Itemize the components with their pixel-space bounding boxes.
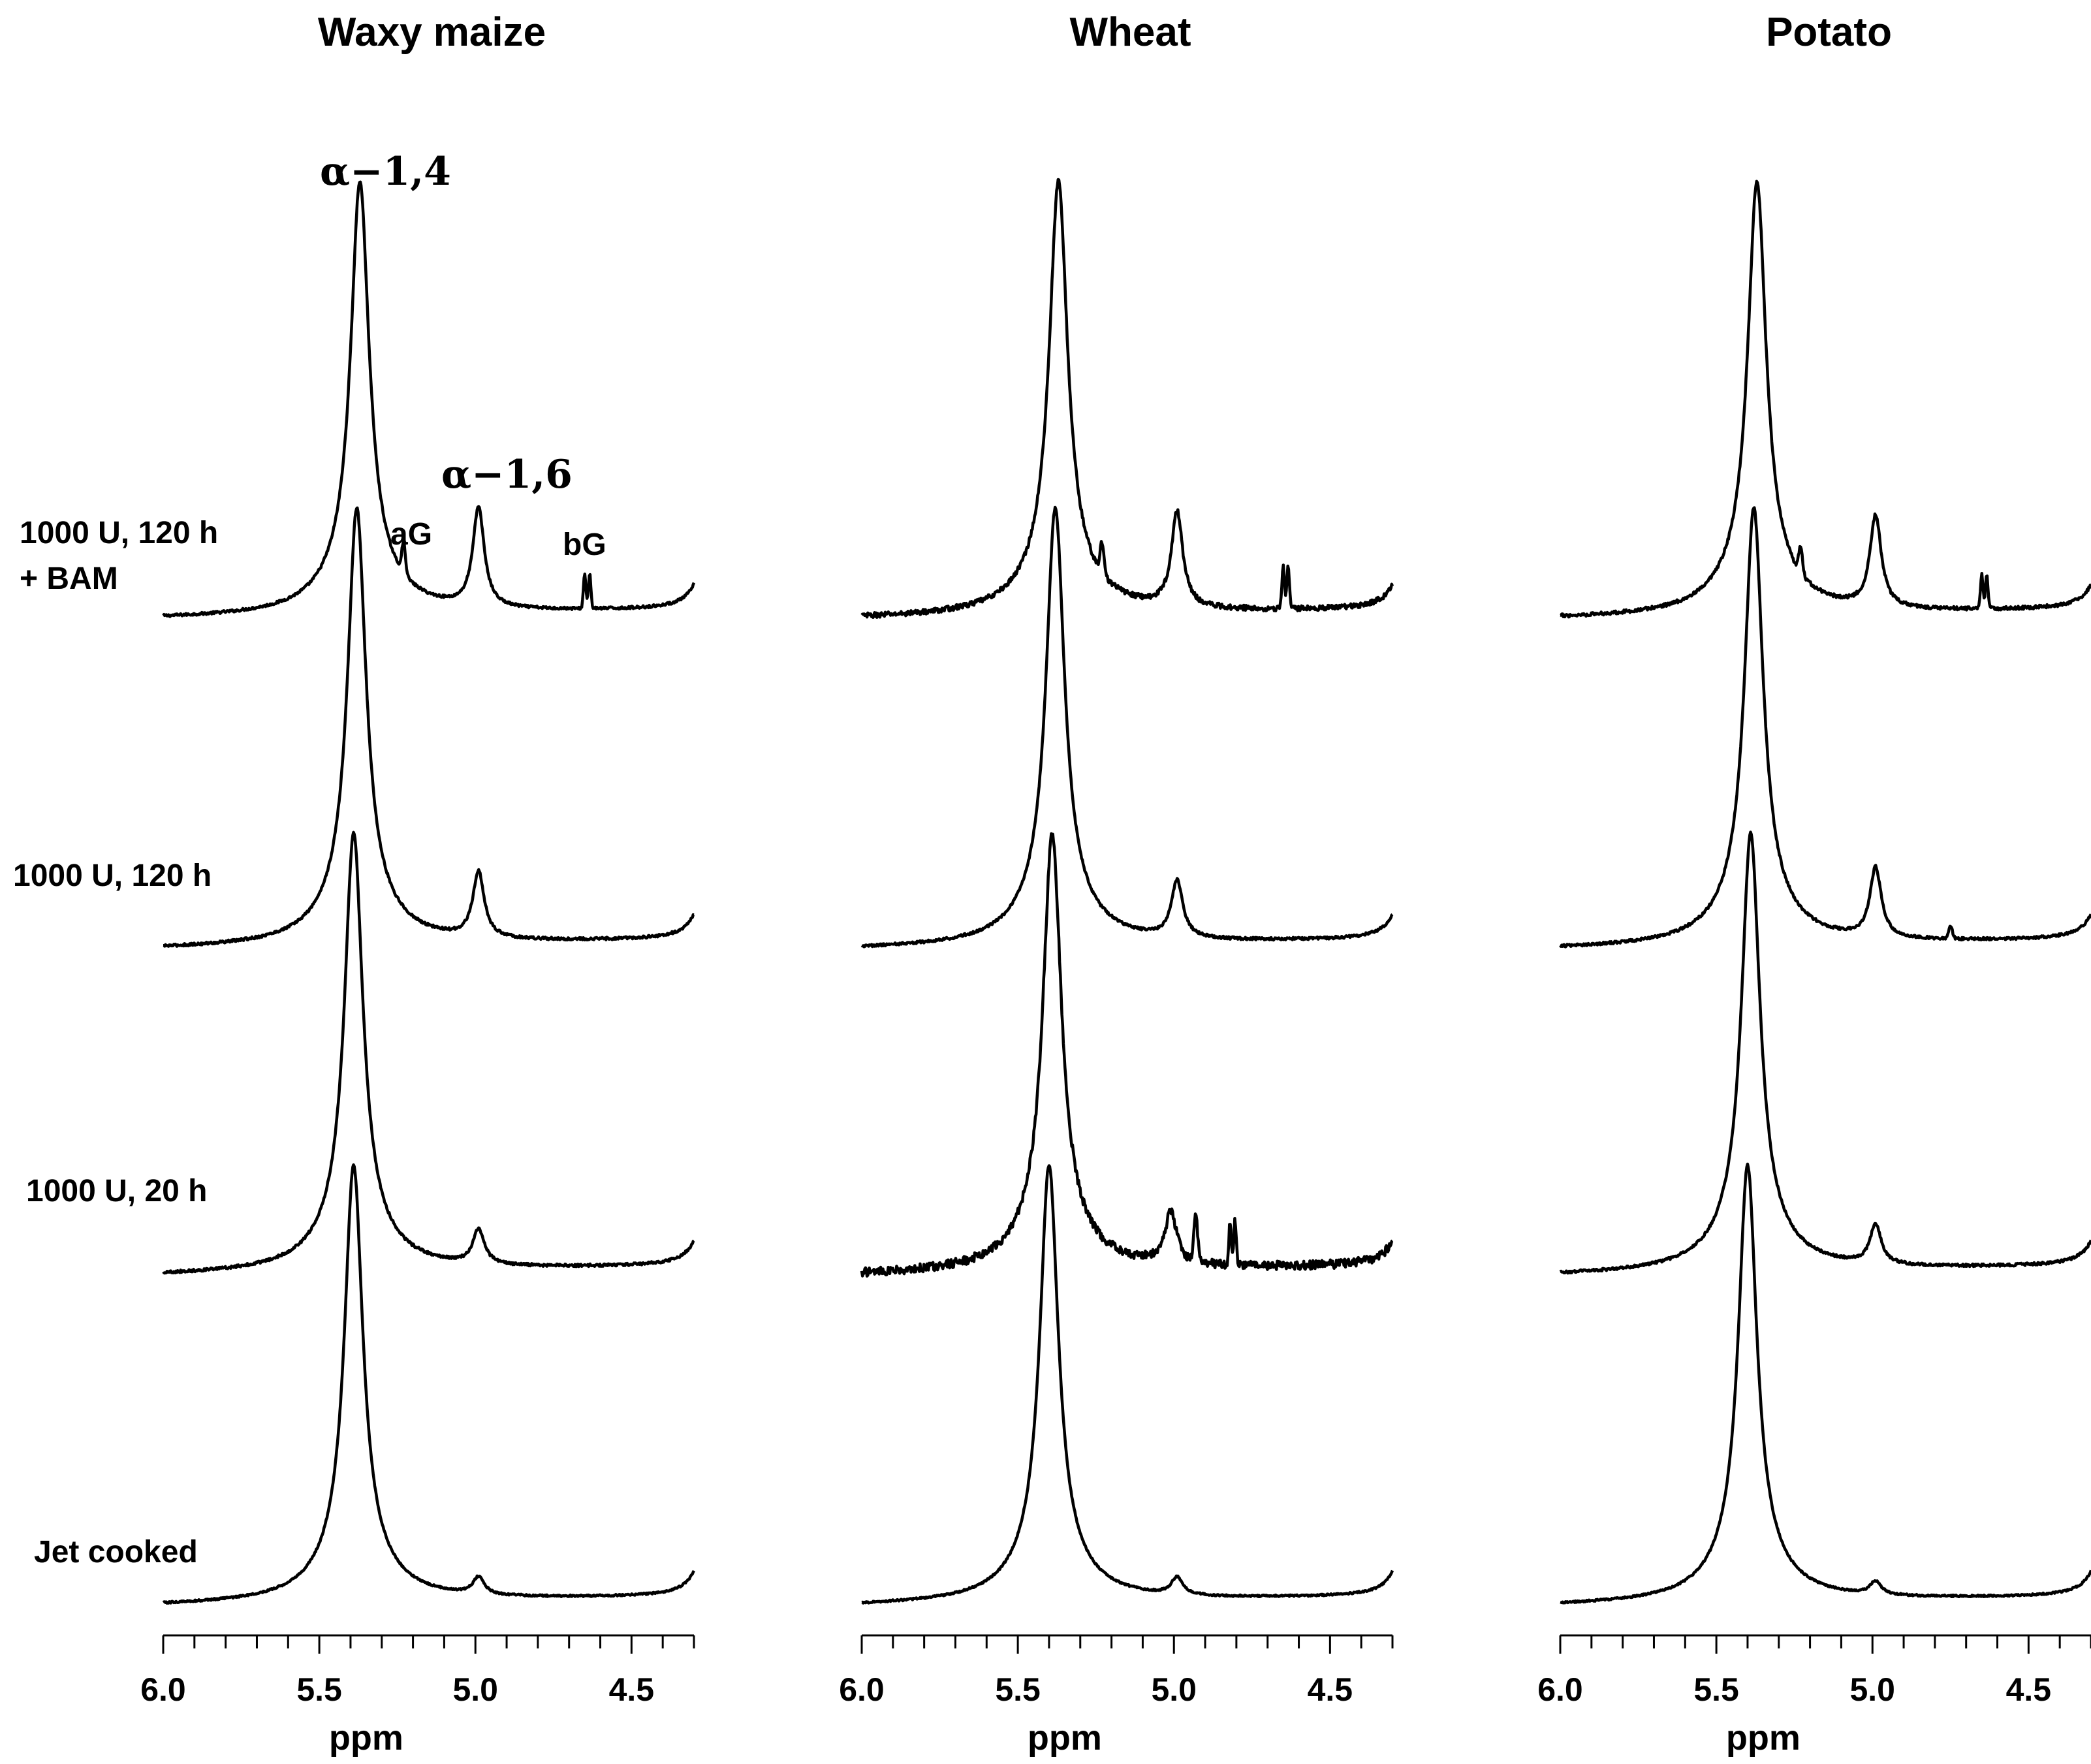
x-axis-label: ppm — [1726, 1718, 1800, 1757]
x-axis-label: ppm — [1028, 1718, 1102, 1757]
spectrum-line-3 — [162, 830, 695, 1275]
condition-label: Jet cooked — [34, 1535, 198, 1569]
tick-label: 5.5 — [296, 1671, 342, 1708]
spectrum-line-4 — [1559, 1162, 2091, 1605]
x-axis: 6.0 5.5 5.0 4.5 ppm — [1537, 1634, 2091, 1757]
condition-label-line: 1000 U, 120 h — [20, 516, 218, 550]
tick-label: 5.5 — [1693, 1671, 1739, 1708]
alpha-1-4-label: α−1,4 — [320, 149, 451, 195]
panel-potato: Potato 6.0 5.5 5.0 4.5 ppm — [1537, 10, 2091, 1757]
panel-title: Potato — [1766, 10, 1892, 55]
tick-label: 6.0 — [839, 1671, 885, 1708]
tick-label: 4.5 — [609, 1671, 655, 1708]
tick-label: 5.0 — [452, 1671, 498, 1708]
tick-label: 5.0 — [1849, 1671, 1895, 1708]
condition-label-line: 1000 U, 120 h — [13, 858, 212, 893]
x-axis: 6.0 5.5 5.0 4.5 ppm — [140, 1634, 695, 1757]
spectrum-line-2 — [860, 505, 1394, 949]
tick-label: 6.0 — [1537, 1671, 1583, 1708]
spectrum-line-1 — [1559, 180, 2091, 619]
condition-label-line: Jet cooked — [34, 1535, 198, 1569]
condition-label-line: + BAM — [20, 561, 118, 596]
panel-title: Waxy maize — [318, 10, 546, 55]
tick-label: 5.0 — [1151, 1671, 1197, 1708]
condition-label: 1000 U, 20 h — [26, 1174, 208, 1208]
panel-waxy-maize: Waxy maize 6.0 5.5 5.0 4.5 ppm — [140, 10, 696, 1757]
condition-label: 1000 U, 120 h + BAM — [20, 516, 218, 596]
panel-wheat: Wheat 6.0 5.5 5.0 4.5 ppm — [839, 10, 1394, 1757]
x-axis-label: ppm — [329, 1718, 403, 1757]
tick-label: 6.0 — [140, 1671, 186, 1708]
spectrum-line-1 — [860, 178, 1394, 620]
condition-labels: 1000 U, 120 h + BAM 1000 U, 120 h 1000 U, 2… — [13, 516, 218, 1569]
condition-label-line: 1000 U, 20 h — [26, 1174, 208, 1208]
ag-label: aG — [390, 517, 432, 552]
tick-label: 5.5 — [995, 1671, 1041, 1708]
spectrum-line-2 — [162, 506, 695, 948]
spectrum-line-4 — [860, 1164, 1394, 1605]
panel-title: Wheat — [1070, 10, 1191, 55]
x-axis: 6.0 5.5 5.0 4.5 ppm — [839, 1634, 1394, 1757]
spectrum-line-1 — [162, 180, 696, 618]
panels-group: Waxy maize 6.0 5.5 5.0 4.5 ppm Wheat 6.0 5.5 5.0 4… — [140, 10, 2091, 1757]
alpha-1-6-label: α−1,6 — [441, 452, 573, 497]
tick-label: 4.5 — [1308, 1671, 1353, 1708]
tick-label: 4.5 — [2006, 1671, 2052, 1708]
spectrum-line-2 — [1559, 506, 2091, 949]
spectrum-line-4 — [162, 1163, 695, 1605]
bg-label: bG — [563, 528, 606, 562]
spectrum-line-3 — [1559, 830, 2091, 1275]
peak-annotations: α−1,4 α−1,6 aG bG — [320, 149, 606, 562]
condition-label: 1000 U, 120 h — [13, 858, 212, 893]
spectrum-line-3 — [860, 832, 1394, 1278]
